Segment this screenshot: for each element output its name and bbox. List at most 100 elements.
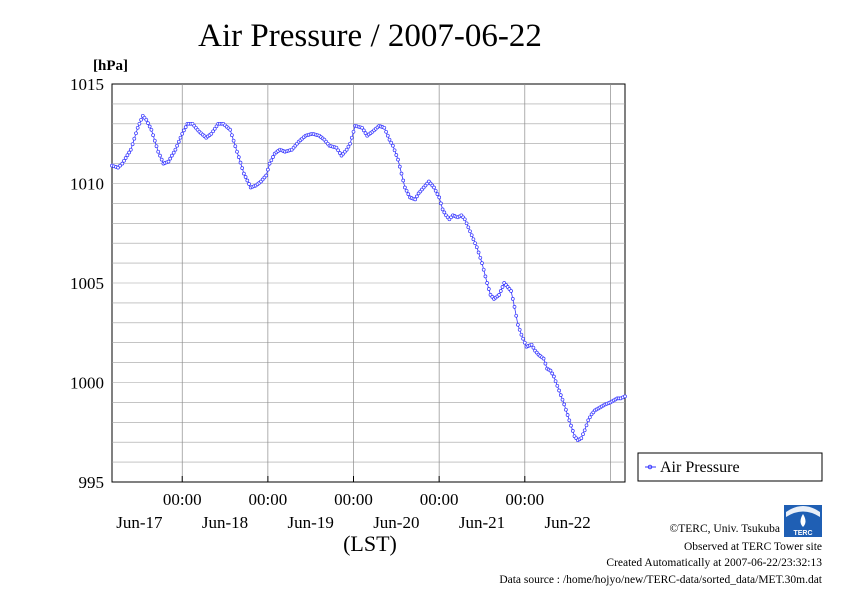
data-point [336, 148, 340, 153]
data-point [500, 285, 505, 289]
data-point [118, 163, 122, 168]
data-point [516, 322, 520, 327]
data-point [240, 166, 245, 170]
data-point [433, 188, 438, 193]
data-point [152, 138, 157, 143]
data-point [132, 136, 137, 141]
data-point [271, 155, 275, 159]
terc-logo-drop-icon [800, 514, 806, 527]
data-point [464, 221, 469, 226]
data-point [394, 153, 399, 157]
data-point [474, 245, 479, 250]
data-point [337, 151, 342, 155]
credit-copyright: ©TERC, Univ. Tsukuba [670, 523, 780, 535]
data-point [264, 173, 269, 178]
data-point [147, 124, 152, 129]
data-point [584, 423, 589, 428]
data-point [567, 418, 572, 423]
data-point [498, 289, 503, 293]
data-point [231, 138, 236, 143]
data-point [560, 397, 565, 402]
data-point [351, 129, 356, 134]
y-tick-label: 1000 [70, 374, 104, 393]
data-point [435, 192, 440, 196]
data-point [166, 159, 171, 164]
x-tick-date-label: Jun-18 [202, 513, 248, 532]
data-point [173, 147, 178, 152]
data-point [182, 128, 186, 133]
data-point [245, 178, 250, 183]
data-point [134, 131, 138, 136]
data-point [468, 229, 472, 234]
data-point [180, 131, 185, 136]
data-point [209, 131, 214, 136]
data-point [579, 436, 584, 441]
data-point [466, 225, 471, 230]
data-point [137, 121, 142, 126]
data-point [586, 418, 591, 423]
data-point [439, 201, 443, 206]
data-point [130, 142, 135, 147]
data-point [623, 394, 627, 399]
data-point [247, 182, 251, 186]
legend: Air Pressure [637, 452, 823, 482]
data-point [156, 149, 161, 154]
x-tick-time-label: 00:00 [505, 490, 544, 509]
data-point [555, 383, 560, 388]
data-point [541, 356, 546, 361]
data-point [497, 293, 501, 297]
credit-created: Created Automatically at 2007-06-22/23:3… [606, 557, 822, 569]
terc-logo-arc [786, 506, 820, 517]
data-point [346, 144, 351, 149]
y-axis-unit: [hPa] [93, 58, 128, 74]
data-point [349, 135, 354, 140]
data-point [570, 429, 575, 433]
data-point [413, 197, 418, 202]
data-point [478, 255, 483, 260]
data-point [392, 148, 397, 153]
data-point [512, 305, 517, 309]
data-point [135, 125, 140, 130]
data-point [382, 125, 387, 130]
x-tick-date-label: Jun-20 [373, 513, 419, 532]
y-axis-ticks: 995 1000 1005 1010 1015 [70, 75, 104, 492]
data-point [238, 160, 243, 165]
x-tick-date-label: Jun-17 [116, 513, 163, 532]
data-point [531, 345, 536, 350]
y-tick-label: 995 [79, 473, 105, 492]
data-point [514, 313, 519, 318]
data-point [469, 233, 474, 238]
data-point [344, 147, 349, 152]
data-point [473, 241, 477, 246]
data-point [214, 124, 219, 129]
data-point [476, 250, 481, 255]
credit-observed: Observed at TERC Tower site [684, 541, 822, 553]
data-point [360, 125, 364, 130]
data-point [553, 379, 558, 384]
data-point [154, 144, 159, 149]
data-point [521, 336, 525, 341]
data-point [159, 157, 164, 162]
data-point [144, 117, 149, 122]
data-point [389, 140, 394, 145]
data-point [391, 143, 395, 148]
data-point [175, 143, 179, 148]
data-point [168, 156, 173, 161]
data-point [212, 126, 217, 131]
data-point [519, 332, 524, 337]
y-tick-label: 1010 [70, 175, 104, 194]
data-point [509, 289, 513, 293]
data-point [267, 161, 272, 166]
data-point [348, 141, 352, 146]
data-point [149, 127, 154, 132]
data-point [581, 432, 585, 437]
data-point [211, 129, 215, 134]
data-point [517, 327, 522, 332]
data-point [128, 147, 133, 152]
data-point [415, 194, 419, 199]
data-point [158, 153, 162, 158]
x-axis-label: (LST) [343, 531, 397, 556]
legend-label: Air Pressure [660, 459, 740, 476]
data-point [151, 133, 155, 138]
